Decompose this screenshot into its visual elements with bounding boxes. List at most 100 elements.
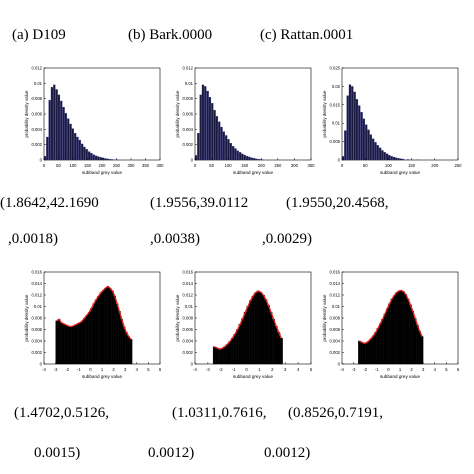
- histogram-bar: [243, 312, 247, 365]
- histogram-bar: [381, 150, 384, 161]
- param-top-b-line2: ,0.0038): [150, 231, 200, 247]
- y-tick-label: 0.008: [183, 96, 194, 101]
- caption-c: (c) Rattan.0001: [260, 27, 354, 43]
- histogram-bar: [115, 303, 119, 365]
- x-tick-label: 100: [225, 163, 233, 168]
- histogram-bar: [418, 331, 422, 365]
- histogram-bar: [233, 333, 237, 365]
- histogram-bar: [204, 86, 207, 161]
- histogram-bar: [277, 332, 281, 365]
- histogram-bar: [259, 292, 263, 365]
- x-tick-label: -1: [77, 367, 81, 372]
- histogram-bar: [85, 149, 88, 161]
- histogram-bar: [74, 133, 77, 161]
- histogram-bar: [90, 152, 93, 161]
- histogram-bar: [269, 312, 273, 365]
- y-tick-label: 0.016: [32, 270, 43, 275]
- x-tick-label: 350: [142, 163, 150, 168]
- histogram-bar: [218, 348, 221, 365]
- x-tick-label: 50: [209, 163, 214, 168]
- histogram-bar: [346, 95, 349, 161]
- histogram-bar: [257, 159, 260, 161]
- histogram-bar: [355, 99, 359, 161]
- histogram-bar: [113, 296, 117, 365]
- histogram-bar: [71, 128, 74, 161]
- histogram-bar: [388, 303, 391, 365]
- fit-curve: [359, 289, 423, 344]
- histogram-bar: [248, 156, 251, 161]
- y-tick-label: 0.004: [183, 339, 194, 344]
- x-tick-label: -4: [42, 367, 46, 372]
- y-tick-label: 0.012: [330, 293, 341, 298]
- x-tick-label: 0: [341, 163, 344, 168]
- y-tick-label: 0.004: [183, 127, 194, 132]
- x-tick-label: 4: [297, 367, 300, 372]
- x-tick-label: -2: [65, 367, 69, 372]
- param-bottom-c-line2: 0.0012): [264, 445, 311, 461]
- y-tick-label: 0.014: [330, 281, 341, 286]
- histogram-bar: [372, 335, 375, 365]
- y-tick-label: 0.008: [183, 316, 194, 321]
- histogram-bar: [390, 156, 393, 161]
- y-tick-label: 0.002: [32, 142, 43, 147]
- histogram-bar: [225, 344, 229, 365]
- histogram-bar: [397, 290, 401, 365]
- y-tick-label: 0: [191, 158, 194, 163]
- x-tick-label: 6: [457, 367, 460, 372]
- x-tick-label: 1: [101, 367, 104, 372]
- histogram-bar: [251, 296, 255, 365]
- histogram-bar: [267, 305, 270, 365]
- histogram-bar: [261, 294, 265, 365]
- histogram-bar: [374, 332, 377, 365]
- y-tick-label: 0.006: [32, 112, 43, 117]
- histogram-bar: [372, 138, 375, 161]
- y-tick-label: 0.004: [32, 127, 43, 132]
- y-tick-label: 0: [40, 158, 43, 163]
- histogram-bar: [60, 322, 63, 365]
- y-tick-label: 0.012: [32, 293, 43, 298]
- x-tick-label: -2: [219, 367, 223, 372]
- param-top-a-line1: (1.8642,42.1690: [0, 195, 99, 211]
- histogram-bar: [228, 341, 232, 365]
- y-tick-label: 0: [338, 362, 341, 367]
- x-tick-label: 3: [124, 367, 127, 372]
- x-tick-label: 100: [70, 163, 78, 168]
- param-bottom-b-line2: 0.0012): [148, 445, 195, 461]
- y-tick-label: 0.01: [34, 304, 43, 309]
- y-tick-label: 0.002: [330, 350, 341, 355]
- x-tick-label: 100: [385, 163, 393, 168]
- x-axis-label: subband grey value: [380, 374, 421, 379]
- y-tick-label: 0.004: [330, 339, 341, 344]
- x-axis-label: subband grey value: [380, 170, 421, 175]
- x-tick-label: 200: [99, 163, 107, 168]
- histogram-bar: [106, 158, 109, 161]
- histogram-bar: [378, 147, 382, 161]
- x-axis-label: subband grey value: [82, 374, 123, 379]
- histogram-bar: [99, 292, 103, 365]
- histogram-bar: [87, 151, 91, 161]
- x-tick-label: 5: [310, 367, 313, 372]
- histogram-bar: [48, 100, 51, 161]
- y-tick-label: 0.006: [183, 327, 194, 332]
- histogram-bar: [362, 118, 366, 161]
- histogram-bar: [358, 105, 361, 161]
- histogram-bar: [90, 308, 93, 365]
- histogram-bar: [229, 143, 232, 161]
- param-bottom-c-line1: (0.8526,0.7191,: [288, 405, 383, 421]
- histogram-bar: [255, 158, 258, 161]
- histogram-bar: [101, 157, 105, 161]
- x-tick-label: 250: [113, 163, 121, 168]
- x-axis-label: subband grey value: [233, 170, 274, 175]
- histogram-bar: [399, 290, 403, 365]
- y-tick-label: 0.01: [34, 81, 43, 86]
- histogram-bar: [69, 123, 72, 161]
- histogram-bar: [395, 292, 398, 365]
- histogram-bar: [78, 139, 81, 161]
- y-tick-label: 0.006: [32, 327, 43, 332]
- histogram-bar: [69, 326, 72, 365]
- x-tick-label: 150: [408, 163, 416, 168]
- y-tick-label: 0.005: [330, 139, 341, 144]
- param-top-b-line1: (1.9556,39.0112: [150, 195, 249, 211]
- histogram-bar: [227, 139, 230, 161]
- histogram-bar: [99, 157, 102, 161]
